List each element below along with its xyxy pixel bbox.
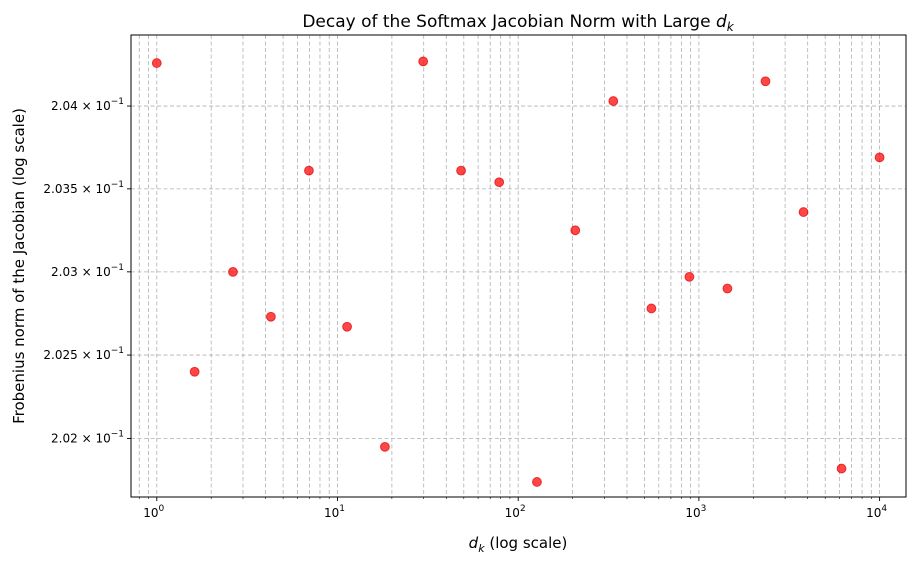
y-tick-label: 2.04 × 10−1: [51, 97, 124, 113]
data-point: [342, 321, 352, 332]
data-point: [265, 311, 276, 322]
y-axis-label: Frobenius norm of the Jacobian (log scal…: [10, 108, 28, 424]
x-tick-label: 102: [505, 504, 526, 520]
data-point: [228, 266, 238, 277]
y-tick-label: 2.035 × 10−1: [43, 180, 124, 196]
data-point: [646, 303, 657, 314]
data-point: [189, 366, 200, 377]
data-point: [304, 165, 314, 176]
x-axis-label: dk (log scale): [469, 534, 568, 555]
data-point: [798, 207, 809, 217]
data-point: [532, 477, 542, 487]
y-tick-label: 2.02 × 10−1: [51, 429, 124, 445]
x-tick-label: 100: [143, 504, 164, 520]
data-point: [684, 271, 695, 282]
data-point: [836, 463, 847, 474]
data-point: [760, 76, 771, 87]
data-point: [608, 96, 619, 106]
data-points: [151, 56, 885, 487]
x-tick-label: 103: [685, 504, 706, 520]
data-point: [151, 58, 162, 68]
data-point: [570, 225, 581, 236]
y-tick-label: 2.025 × 10−1: [43, 346, 124, 362]
x-tick-label: 104: [866, 504, 887, 520]
data-point: [494, 177, 505, 188]
data-point: [874, 152, 885, 163]
grid: [131, 35, 906, 497]
y-tick-label: 2.03 × 10−1: [51, 263, 124, 279]
x-tick-label: 101: [324, 504, 345, 520]
axis-ticks: 2.02 × 10−1 2.025 × 10−1 2.03 × 10−1 2.035 …: [43, 97, 887, 520]
data-point: [418, 56, 429, 67]
data-point: [380, 441, 390, 452]
data-point: [456, 165, 466, 176]
chart-title: Decay of the Softmax Jacobian Norm with …: [302, 12, 734, 34]
data-point: [722, 283, 733, 294]
